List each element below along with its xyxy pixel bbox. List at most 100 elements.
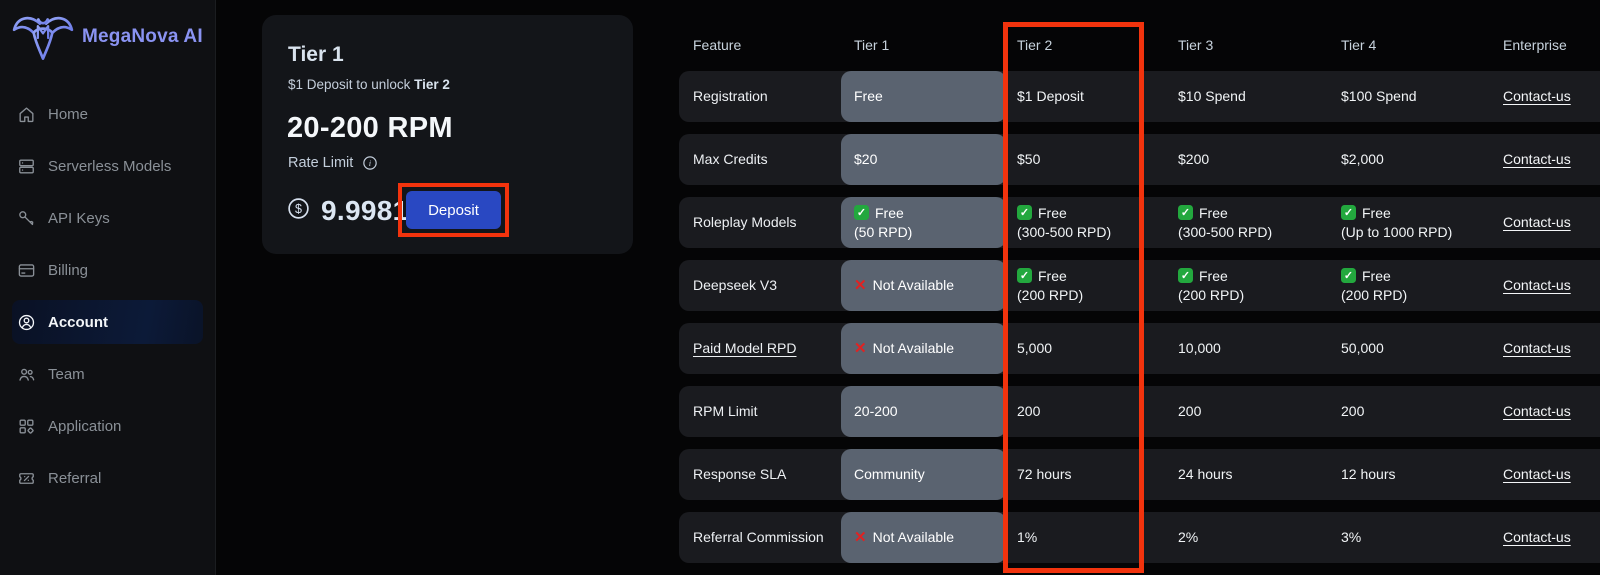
status-text: Not Available xyxy=(872,340,955,357)
cell-value: 10,000 xyxy=(1178,340,1221,357)
cell-value: 200 xyxy=(1178,403,1202,420)
table-cell: ✓ Free (200 RPD) xyxy=(1329,260,1491,311)
check-icon: ✓ xyxy=(1341,268,1356,284)
table-cell: Contact-us xyxy=(1491,71,1600,122)
table-cell: Contact-us xyxy=(1491,449,1600,500)
deposit-button[interactable]: Deposit xyxy=(406,191,501,229)
table-cell: ✓ Free (Up to 1000 RPD) xyxy=(1329,197,1491,248)
table-cell: $100 Spend xyxy=(1329,71,1491,122)
tier-card: Tier 1 $1 Deposit to unlock Tier 2 20-20… xyxy=(262,15,633,254)
check-icon: ✓ xyxy=(1017,205,1032,221)
table-cell: 200 xyxy=(1006,386,1167,437)
contact-us-link[interactable]: Contact-us xyxy=(1503,214,1571,231)
tier-title: Tier 1 xyxy=(288,43,344,66)
status-text: Free xyxy=(1362,267,1391,284)
contact-us-link[interactable]: Contact-us xyxy=(1503,403,1571,420)
cell-value: $100 Spend xyxy=(1341,88,1417,105)
table-cell: Contact-us xyxy=(1491,260,1600,311)
feature-cell: Deepseek V3 xyxy=(679,260,841,311)
feature-label: Referral Commission xyxy=(693,529,824,546)
cell-value: $1 Deposit xyxy=(1017,88,1084,105)
cell-value: Free xyxy=(854,88,883,105)
status-subtext: (300-500 RPD) xyxy=(1017,224,1112,240)
info-icon[interactable]: i xyxy=(361,154,379,172)
table-row-response-sla: Response SLA Community 72 hours 24 hours 12 … xyxy=(679,449,1600,500)
tier-subtitle-bold: Tier 2 xyxy=(414,77,450,92)
cell-value: 5,000 xyxy=(1017,340,1053,357)
contact-us-link[interactable]: Contact-us xyxy=(1503,529,1571,546)
status-subtext: (200 RPD) xyxy=(1178,287,1245,303)
sidebar-item-account[interactable]: Account xyxy=(12,300,203,344)
status-text: Free xyxy=(875,204,904,221)
feature-cell: Paid Model RPD xyxy=(679,323,841,374)
status-subtext: (200 RPD) xyxy=(1341,287,1408,303)
contact-us-link[interactable]: Contact-us xyxy=(1503,466,1571,483)
cell-value: 50,000 xyxy=(1341,340,1384,357)
cell-value: 12 hours xyxy=(1341,466,1396,483)
table-cell: 50,000 xyxy=(1329,323,1491,374)
table-cell: Contact-us xyxy=(1491,386,1600,437)
feature-label: Registration xyxy=(693,88,768,105)
check-icon: ✓ xyxy=(1178,268,1193,284)
cell-value: Community xyxy=(854,466,925,483)
sidebar: MegaNova AI Home Serverless Models API Key… xyxy=(0,0,216,575)
feature-label: Max Credits xyxy=(693,151,768,168)
svg-text:$: $ xyxy=(295,202,302,216)
column-header-tier-1: Tier 1 xyxy=(854,37,890,53)
table-cell: Community xyxy=(841,449,1006,500)
table-body: Registration Free $1 Deposit $10 Spend $100 … xyxy=(679,71,1600,563)
feature-label: Roleplay Models xyxy=(693,214,797,231)
credit-card-icon xyxy=(17,261,36,280)
table-cell: $200 xyxy=(1167,134,1329,185)
status-text: Free xyxy=(1199,267,1228,284)
cell-value: 1% xyxy=(1017,529,1038,546)
table-cell: $50 xyxy=(1006,134,1167,185)
balance-value: 9.9981 xyxy=(321,195,409,226)
status-text: Free xyxy=(1199,204,1228,221)
ticket-percent-icon xyxy=(17,469,36,488)
table-cell: ✓ Free (300-500 RPD) xyxy=(1167,197,1329,248)
contact-us-link[interactable]: Contact-us xyxy=(1503,277,1571,294)
table-cell: ✕ Not Available xyxy=(841,323,1006,374)
rpm-value: 20-200 RPM xyxy=(287,112,453,144)
check-icon: ✓ xyxy=(1341,205,1356,221)
sidebar-item-application[interactable]: Application xyxy=(12,404,203,448)
sidebar-item-api-keys[interactable]: API Keys xyxy=(12,196,203,240)
sidebar-item-serverless-models[interactable]: Serverless Models xyxy=(12,144,203,188)
table-header-row: Feature Tier 1 Tier 2 Tier 3 Tier 4 Enterpris… xyxy=(679,30,1600,60)
sidebar-item-label: Account xyxy=(48,313,108,331)
manta-ray-logo-icon xyxy=(12,16,74,60)
status-text: Free xyxy=(1038,267,1067,284)
table-cell: 20-200 xyxy=(841,386,1006,437)
cell-value: $10 Spend xyxy=(1178,88,1246,105)
table-row-roleplay-models: Roleplay Models ✓ Free (50 RPD) ✓ Free (300-50… xyxy=(679,197,1600,248)
server-icon xyxy=(17,157,36,176)
sidebar-item-home[interactable]: Home xyxy=(12,92,203,136)
check-icon: ✓ xyxy=(854,205,869,221)
pricing-table: Feature Tier 1 Tier 2 Tier 3 Tier 4 Enterpris… xyxy=(679,30,1600,575)
table-cell: ✕ Not Available xyxy=(841,512,1006,563)
key-icon xyxy=(17,209,36,228)
table-cell: 3% xyxy=(1329,512,1491,563)
cell-value: $2,000 xyxy=(1341,151,1384,168)
feature-label[interactable]: Paid Model RPD xyxy=(693,340,797,357)
feature-label: RPM Limit xyxy=(693,403,758,420)
sidebar-nav: Home Serverless Models API Keys Billing Acco… xyxy=(12,92,203,508)
brand-logo[interactable]: MegaNova AI xyxy=(10,8,203,66)
contact-us-link[interactable]: Contact-us xyxy=(1503,88,1571,105)
contact-us-link[interactable]: Contact-us xyxy=(1503,340,1571,357)
status-text: Free xyxy=(1038,204,1067,221)
check-icon: ✓ xyxy=(1017,268,1032,284)
cross-icon: ✕ xyxy=(854,339,867,357)
table-cell: $20 xyxy=(841,134,1006,185)
cell-value: 2% xyxy=(1178,529,1199,546)
sidebar-item-team[interactable]: Team xyxy=(12,352,203,396)
table-cell: Contact-us xyxy=(1491,323,1600,374)
column-header-tier-3: Tier 3 xyxy=(1178,37,1214,53)
sidebar-item-referral[interactable]: Referral xyxy=(12,456,203,500)
check-icon: ✓ xyxy=(1178,205,1193,221)
cell-value: 20-200 xyxy=(854,403,898,420)
sidebar-item-billing[interactable]: Billing xyxy=(12,248,203,292)
dollar-coin-icon: $ xyxy=(286,196,311,226)
contact-us-link[interactable]: Contact-us xyxy=(1503,151,1571,168)
